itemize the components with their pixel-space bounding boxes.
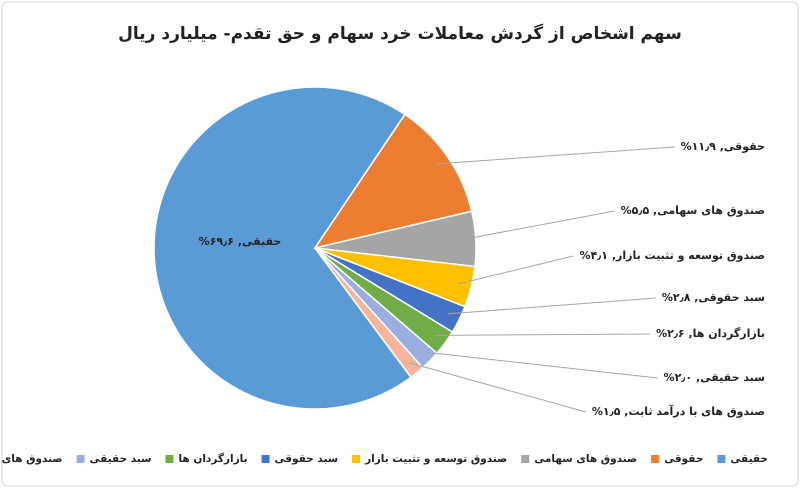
data-label: حقوقی, ۱۱٫۹% xyxy=(681,140,765,153)
leader-line xyxy=(462,210,615,240)
legend-label: سبد حقیقی xyxy=(90,453,152,465)
data-label: سبد حقوقی, ۲٫۸% xyxy=(662,291,765,304)
data-label: صندوق های با درآمد ثابت, ۱٫۵% xyxy=(592,404,765,418)
data-label: حقیقی, ۶۹٫۶% xyxy=(199,235,282,248)
legend-swatch xyxy=(165,455,174,463)
legend-label: حقیقی xyxy=(730,453,768,465)
leader-line xyxy=(458,255,574,285)
legend-label: بازارگردان ها xyxy=(178,452,247,465)
legend-swatch xyxy=(521,455,530,463)
data-label: صندوق های سهامی, ۵٫۵% xyxy=(621,204,765,217)
legend-swatch xyxy=(261,455,270,463)
leader-line xyxy=(436,146,675,165)
pie-slice xyxy=(313,113,473,250)
leader-line xyxy=(447,297,656,315)
legend-label: صندوق های با درآمد ثابت xyxy=(0,452,63,465)
pie-slice xyxy=(314,247,424,379)
legend-label: صندوق توسعه و تثبیت بازار xyxy=(364,453,507,465)
chart-title: سهم اشخاص از گردش معاملات خرد سهام و حق … xyxy=(118,23,682,44)
legend-swatch xyxy=(651,455,660,463)
legend-label: سبد حقوقی xyxy=(275,453,339,465)
legend-swatch xyxy=(352,455,361,463)
legend-label: حقوقی xyxy=(664,453,703,465)
leader-line xyxy=(434,333,651,336)
legend-swatch xyxy=(76,455,85,463)
leader-line xyxy=(408,362,587,413)
data-label: سبد حقیقی, ۲٫۰% xyxy=(664,371,765,384)
legend-swatch xyxy=(717,455,726,463)
legend-label: صندوق های سهامی xyxy=(534,453,637,465)
data-label: بازارگردان ها, ۲٫۶% xyxy=(656,327,765,340)
data-label: صندوق توسعه و تثبیت بازار, ۴٫۱% xyxy=(579,249,765,262)
leader-line xyxy=(420,351,658,379)
pie-slice xyxy=(153,86,413,410)
